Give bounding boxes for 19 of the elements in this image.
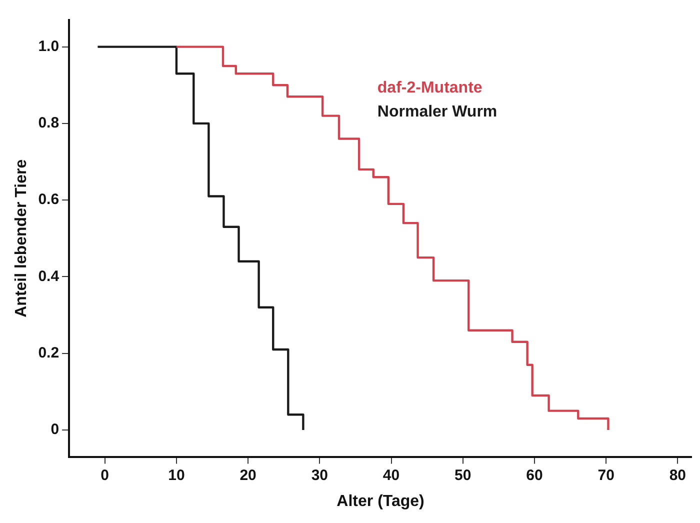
- x-axis-title: Alter (Tage): [336, 492, 424, 510]
- y-tick-label: 0.2: [38, 344, 60, 362]
- x-tick-label: 30: [311, 466, 328, 484]
- y-tick-label: 0: [50, 421, 60, 438]
- text: Normaler Wurm: [377, 103, 498, 120]
- x-tick-label: 10: [168, 466, 185, 484]
- x-tick-label: 50: [454, 466, 472, 484]
- x-tick-label: 0: [100, 466, 110, 484]
- y-tick-label: 0.4: [38, 268, 60, 285]
- x-tick-label: 70: [598, 466, 614, 484]
- text: daf-2-Mutante: [377, 79, 482, 96]
- y-axis-title: Anteil lebender Tiere: [13, 159, 30, 318]
- x-tick-label: 40: [382, 466, 400, 484]
- x-tick-label: 20: [240, 466, 256, 484]
- x-tick-label: 80: [669, 466, 686, 484]
- y-tick-label: 0.8: [38, 114, 60, 132]
- y-tick-label: 0.6: [38, 191, 60, 208]
- y-tick-label: 1.0: [38, 38, 60, 55]
- x-tick-label: 60: [526, 466, 543, 484]
